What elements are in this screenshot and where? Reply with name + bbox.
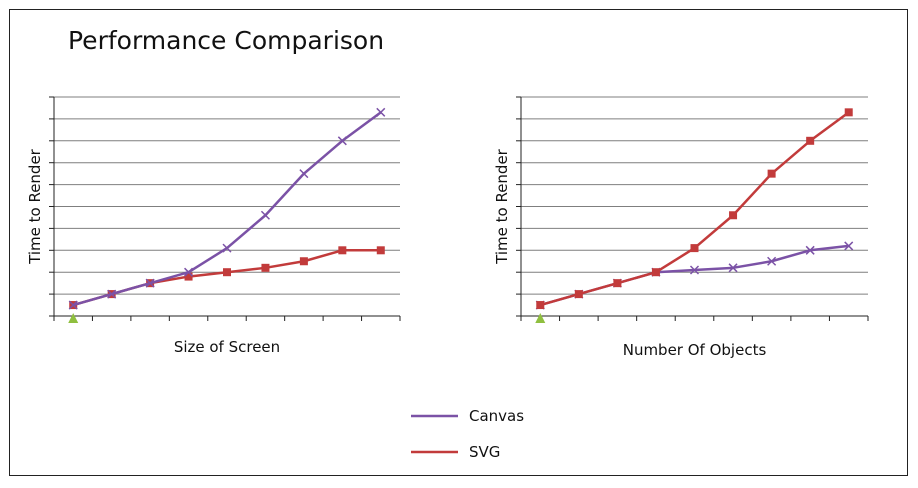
data-point-canvas: [260, 210, 270, 220]
marker-stroke: [145, 278, 155, 288]
data-point-canvas: [805, 245, 815, 255]
data-point-svg: [376, 246, 385, 255]
data-point-canvas: [107, 289, 117, 299]
series-line-svg: [72, 249, 381, 307]
marker-stroke: [728, 263, 738, 273]
data-point-svg: [223, 268, 231, 277]
marker-stroke: [376, 107, 386, 117]
data-point-canvas: [222, 243, 232, 253]
data-point-canvas: [689, 265, 700, 275]
chart-panel-number-of-objects: Number Of Objects Time to Render: [493, 96, 869, 359]
marker-stroke: [68, 300, 78, 310]
x-axis-title: Number Of Objects: [623, 341, 767, 359]
chart-panel-size-of-screen: Size of Screen Time to Render: [26, 96, 401, 356]
chart-title: Performance Comparison: [68, 26, 385, 55]
x-axis-title: Size of Screen: [174, 338, 280, 356]
series-line-canvas: [539, 244, 849, 307]
marker-stroke: [299, 169, 309, 179]
data-point-canvas: [376, 107, 386, 117]
data-point-svg: [261, 263, 270, 272]
data-point-svg: [299, 257, 308, 266]
marker-stroke: [689, 265, 700, 275]
data-point-canvas: [767, 256, 777, 266]
y-axis-title: Time to Render: [493, 148, 511, 265]
marker-stroke: [337, 136, 347, 146]
chart-frame: [9, 9, 908, 476]
y-axis-title: Time to Render: [26, 148, 44, 265]
data-point-canvas: [145, 278, 155, 288]
marker-stroke: [107, 289, 117, 299]
marker-stroke: [767, 256, 777, 266]
data-point-svg: [338, 246, 347, 255]
marker-stroke: [222, 243, 232, 253]
data-point-canvas: [728, 263, 738, 273]
data-point-svg: [184, 272, 193, 281]
data-point-svg: [767, 169, 776, 178]
data-point-canvas: [844, 241, 854, 251]
data-point-canvas: [337, 136, 347, 146]
marker-stroke: [184, 267, 194, 277]
data-point-svg: [613, 279, 622, 288]
data-point-svg: [651, 268, 660, 277]
data-point-svg: [806, 136, 815, 145]
data-point-canvas: [184, 267, 194, 277]
marker-stroke: [260, 210, 270, 220]
data-point-svg: [729, 211, 738, 220]
data-point-canvas: [68, 300, 78, 310]
data-point-svg: [536, 301, 545, 310]
marker-stroke: [844, 241, 854, 251]
data-point-svg: [574, 290, 583, 299]
legend: Canvas SVG: [411, 407, 524, 461]
origin-marker: [68, 313, 79, 323]
marker-stroke: [805, 245, 815, 255]
data-point-svg: [690, 244, 699, 253]
legend-label-canvas: Canvas: [469, 407, 524, 425]
origin-marker: [535, 313, 546, 323]
legend-label-svg: SVG: [469, 443, 500, 461]
data-point-svg: [844, 108, 853, 117]
data-point-canvas: [299, 169, 309, 179]
